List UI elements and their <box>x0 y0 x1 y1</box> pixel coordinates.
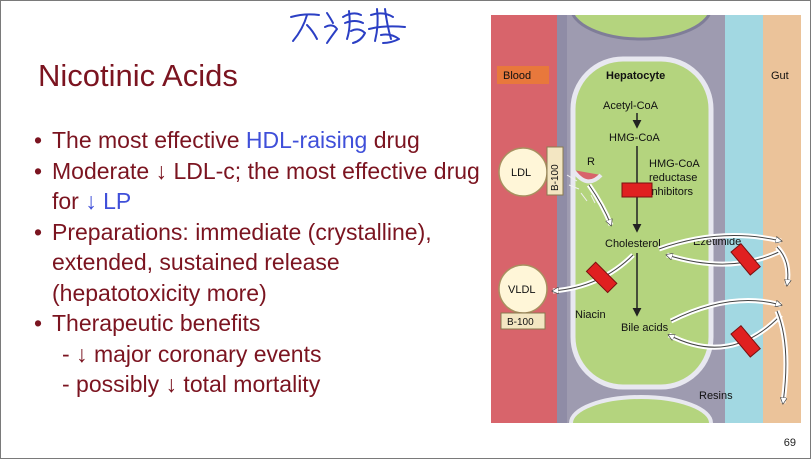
resins-label: Resins <box>699 390 733 402</box>
bullet-text: drug <box>367 127 420 153</box>
bullet-item: Moderate ↓ LDL-c; the most effective dru… <box>34 156 494 217</box>
b100-ldl-label: B-100 <box>550 164 561 191</box>
gut-region <box>763 15 801 423</box>
bullet-item: The most effective HDL-raising drug <box>34 125 494 156</box>
handwritten-signature <box>290 8 406 44</box>
acetyl-coa-label: Acetyl-CoA <box>603 100 659 112</box>
bullet-highlight: ↓ LP <box>85 188 132 214</box>
ezetimide-block <box>730 242 761 276</box>
hmg-inhibitor-label-3: inhibitors <box>649 186 694 198</box>
hepatocyte-top <box>571 15 711 41</box>
niacin-block <box>585 261 618 294</box>
b100-vldl-label: B-100 <box>507 317 534 328</box>
bullet-highlight: HDL-raising <box>245 127 368 153</box>
bullet-text: Preparations: immediate (crystalline), e… <box>52 218 432 306</box>
ldl-label: LDL <box>511 167 531 179</box>
b100-vldl-tag <box>500 312 546 330</box>
blood-membrane-edge <box>557 15 567 423</box>
sub-bullet-item: - ↓ major coronary events <box>62 340 322 367</box>
gut-label: Gut <box>771 70 789 82</box>
niacin-label: Niacin <box>575 309 606 321</box>
statin-block <box>621 182 653 198</box>
bullet-text: Moderate ↓ LDL-c; the most effective dru… <box>52 157 480 215</box>
cholesterol-label: Cholesterol <box>605 238 661 250</box>
bullet-item: Therapeutic benefits <box>34 308 494 339</box>
hepatocyte-cell <box>570 56 714 390</box>
page-number: 69 <box>783 437 796 449</box>
sub-bullet-item: - possibly ↓ total mortality <box>62 371 321 397</box>
receptor-label: R <box>587 156 595 168</box>
bullet-text: The most effective <box>52 127 246 153</box>
hmg-inhibitor-label-2: reductase <box>649 172 697 184</box>
bullet-text: Therapeutic benefits <box>52 310 261 336</box>
hmg-inhibitor-label-1: HMG-CoA <box>649 158 700 170</box>
resins-block <box>730 324 761 358</box>
hmg-coa-label: HMG-CoA <box>609 132 660 144</box>
hepatocyte-bottom <box>569 395 713 423</box>
slide-title: Nicotinic Acids <box>38 58 238 93</box>
vldl-label: VLDL <box>508 284 536 296</box>
bullet-item: Preparations: immediate (crystalline), e… <box>34 217 494 309</box>
intestine-region <box>725 15 763 423</box>
receptor-pit <box>571 168 603 184</box>
hepatocyte-label: Hepatocyte <box>606 70 665 82</box>
blood-label: Blood <box>503 70 531 82</box>
bullet-list: The most effective HDL-raising drug Mode… <box>34 125 494 400</box>
b100-ldl-tag <box>546 146 564 196</box>
bile-acids-label: Bile acids <box>621 322 669 334</box>
lipid-drug-diagram: Blood Hepatocyte Gut Acetyl-CoA HMG-CoA … <box>491 15 801 423</box>
